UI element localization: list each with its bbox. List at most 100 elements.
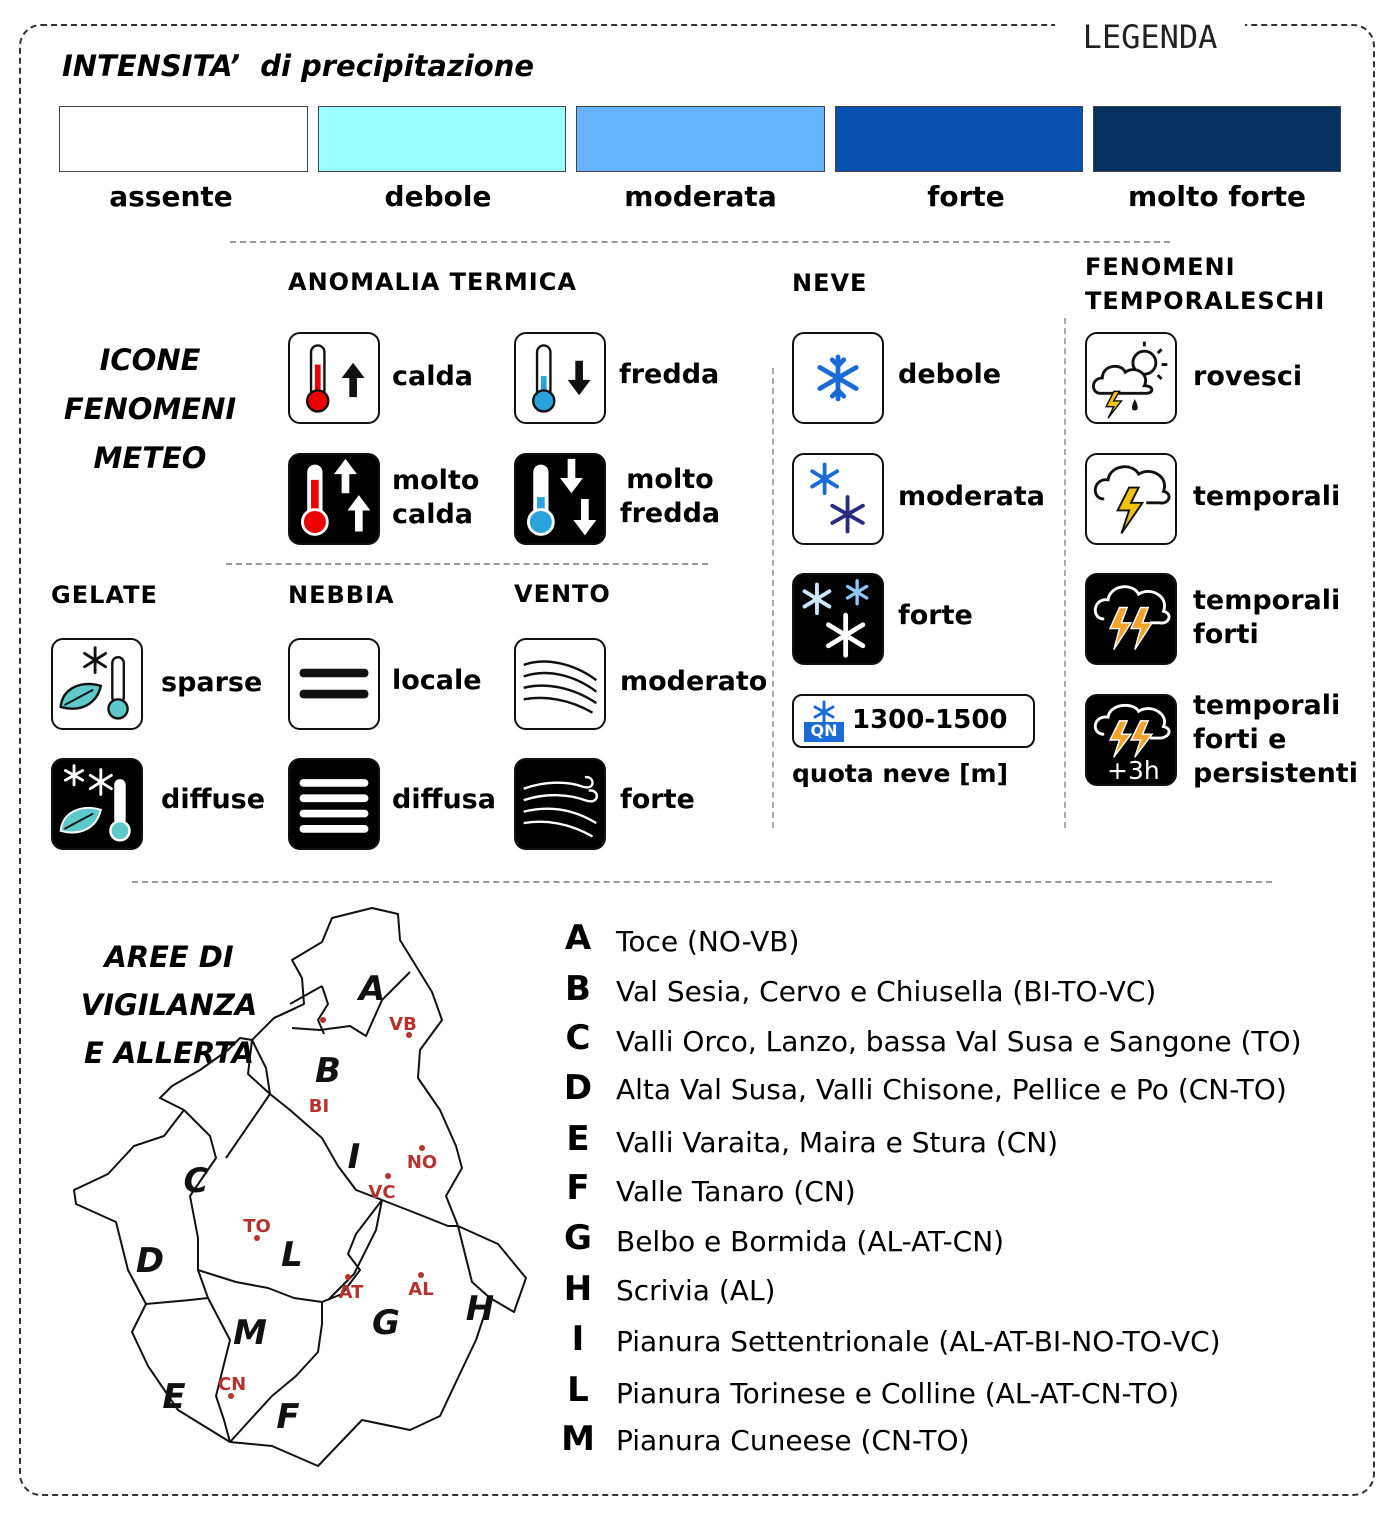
thunderstorm-icon [1085,453,1177,545]
area-name: Pianura Torinese e Colline (AL-AT-CN-TO) [616,1377,1180,1410]
city-dot [228,1393,234,1399]
frost-sparse-icon [51,638,143,730]
showers-icon [1085,332,1177,424]
area-name: Pianura Settentrionale (AL-AT-BI-NO-TO-V… [616,1325,1221,1358]
map-letter-b: B [315,1051,341,1091]
persistent-thunderstorm-icon: +3h [1085,694,1177,786]
map-letter-i: I [348,1137,361,1177]
map-letter-m: M [233,1313,267,1353]
areas-title: AREE DI VIGILANZA E ALLERTA [80,940,258,1070]
label-nebbia-diffusa: diffusa [392,784,496,815]
label-neve-moderata: moderata [898,481,1045,512]
icons-section-title: ICONE FENOMENI METEO [63,343,237,475]
map-letter-c: C [184,1161,209,1201]
map-letter-d: D [136,1241,164,1281]
label-temporali-forti: temporali forti [1193,585,1341,650]
snowflake-light-icon [792,332,884,424]
city-label-cn: CN [218,1374,246,1395]
snow-level-icon [802,700,846,742]
snow-level-label: quota neve [m] [792,759,1009,788]
label-nebbia-locale: locale [392,665,482,696]
storms-title: FENOMENI TEMPORALESCHI [1085,253,1326,315]
label-fredda: fredda [619,359,720,390]
area-letter: F [566,1168,590,1208]
area-letter: H [563,1269,593,1309]
area-letter: M [561,1419,595,1459]
legend-frame [19,24,1375,1496]
city-label-to: TO [243,1216,271,1237]
intensity-title: INTENSITA’ di precipitazione [62,49,535,83]
label-rovesci: rovesci [1193,361,1303,392]
snow-level-box: QN 1300-1500 [792,694,1035,748]
label-gelate-sparse: sparse [161,667,263,698]
label-calda: calda [392,361,474,392]
label-neve-forte: forte [898,600,973,631]
area-name: Pianura Cuneese (CN-TO) [616,1424,970,1457]
thermal-title: ANOMALIA TERMICA [288,268,577,296]
area-name: Valle Tanaro (CN) [616,1175,856,1208]
area-letter: G [564,1218,592,1258]
divider [132,881,1272,883]
snowflake-moderate-icon [792,453,884,545]
city-dot [320,1017,326,1023]
wind-moderate-icon [514,638,606,730]
city-label-vb: VB [389,1014,417,1035]
strong-thunderstorm-icon [1085,573,1177,665]
label-molto-calda: molto calda [392,465,480,530]
frost-title: GELATE [51,581,158,609]
map-letter-e: E [162,1377,185,1417]
map-letter-f: F [276,1397,299,1437]
qn-badge: QN [810,721,838,740]
label-moderata: moderata [624,180,777,213]
legend-title: LEGENDA [1055,18,1245,56]
city-dot [254,1235,260,1241]
label-temporali-persistenti: temporali forti e persistenti [1193,690,1358,789]
city-dot [419,1145,425,1151]
snowflake-heavy-icon [792,573,884,665]
area-letter: B [565,969,591,1009]
area-name: Alta Val Susa, Valli Chisone, Pellice e … [616,1073,1287,1106]
city-label-vc: VC [368,1182,395,1203]
label-molto-forte: molto forte [1128,180,1306,213]
label-temporali: temporali [1193,481,1341,512]
label-gelate-diffuse: diffuse [161,784,266,815]
wind-title: VENTO [514,580,611,608]
city-dot [345,1274,351,1280]
label-vento-moderato: moderato [620,666,768,697]
thermometer-hot-icon [288,332,380,424]
swatch-debole [318,106,566,172]
label-neve-debole: debole [898,359,1002,390]
swatch-molto-forte [1093,106,1341,172]
area-letter: I [571,1319,585,1359]
fog-title: NEBBIA [288,581,395,609]
divider [772,368,774,828]
divider [230,241,1170,243]
map-letter-g: G [372,1303,400,1343]
wind-strong-icon [514,758,606,850]
city-label-bi: BI [309,1096,329,1117]
snow-title: NEVE [792,269,868,297]
city-label-at: AT [339,1282,365,1303]
label-molto-fredda: molto fredda [619,464,721,529]
area-name: Scrivia (AL) [616,1274,776,1307]
area-letter: C [565,1018,591,1058]
area-name: Valli Orco, Lanzo, bassa Val Susa e Sang… [616,1025,1302,1058]
thermometer-very-cold-icon [514,453,606,545]
city-dot [406,1032,412,1038]
swatch-assente [59,106,308,172]
area-letter: E [566,1119,590,1159]
divider [1064,318,1066,828]
city-label-al: AL [408,1279,433,1300]
fog-widespread-icon [288,758,380,850]
area-name: Val Sesia, Cervo e Chiusella (BI-TO-VC) [616,975,1157,1008]
area-name: Valli Varaita, Maira e Stura (CN) [616,1126,1059,1159]
persistence-badge: +3h [1107,756,1160,785]
label-forte: forte [927,180,1005,213]
frost-widespread-icon [51,758,143,850]
swatch-forte [835,106,1083,172]
map-letter-a: A [356,969,385,1009]
label-assente: assente [109,180,233,213]
map-letter-h: H [466,1289,494,1329]
city-dot [418,1272,424,1278]
map-letter-l: L [281,1235,303,1275]
